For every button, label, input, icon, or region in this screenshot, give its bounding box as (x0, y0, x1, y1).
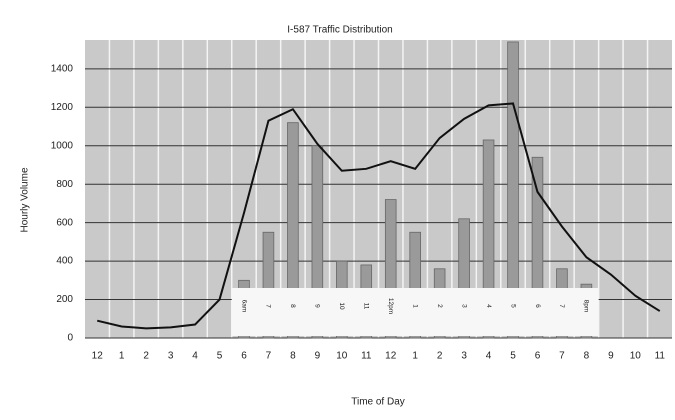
bar-label: 1 (411, 304, 418, 308)
bar-label: 2 (436, 304, 443, 308)
x-tick-label: 9 (315, 351, 321, 362)
x-tick-label: 1 (119, 351, 125, 362)
x-tick-label: 6 (241, 351, 247, 362)
bar-label: 4 (485, 304, 492, 308)
x-tick-label: 4 (486, 351, 492, 362)
bar (262, 231, 275, 339)
chart-title: I-587 Traffic Distribution (287, 25, 392, 36)
x-tick-label: 10 (336, 351, 348, 362)
bar-label: 9 (314, 304, 321, 308)
bar (287, 122, 299, 339)
y-axis-title: Hourly Volume (20, 167, 31, 232)
bar (482, 139, 495, 339)
x-tick-label: 5 (217, 351, 223, 362)
y-tick-label: 600 (56, 217, 73, 228)
bar (311, 145, 324, 339)
y-tick-label: 400 (56, 256, 73, 267)
y-tick-label: 1000 (51, 140, 74, 151)
x-axis-title: Time of Day (351, 397, 405, 408)
bar (409, 231, 421, 339)
bar (507, 41, 519, 339)
bar-label: 12pm (387, 298, 394, 314)
x-tick-label: 12 (385, 351, 397, 362)
x-tick-label: 10 (630, 351, 642, 362)
x-tick-label: 6 (535, 351, 541, 362)
bar-label: 6am (240, 300, 247, 313)
y-tick-label: 1400 (51, 63, 74, 74)
bar-label: 5 (509, 304, 516, 308)
x-tick-label: 11 (655, 351, 666, 362)
bar-label: 10 (338, 302, 345, 310)
bar (531, 156, 544, 339)
label-strip (231, 288, 599, 336)
bar-label: 7 (265, 304, 272, 308)
y-tick-label: 1200 (51, 102, 74, 113)
x-tick-label: 2 (143, 351, 149, 362)
x-tick-label: 9 (608, 351, 614, 362)
y-tick-label: 800 (56, 179, 73, 190)
x-tick-label: 8 (290, 351, 296, 362)
bar-label: 6 (534, 304, 541, 308)
y-tick-label: 0 (67, 333, 73, 344)
bar (384, 199, 397, 339)
x-tick-label: 3 (168, 351, 174, 362)
bar-label: 3 (460, 304, 467, 308)
bar (458, 218, 470, 339)
x-tick-label: 3 (461, 351, 467, 362)
bar-label: 11 (363, 303, 370, 310)
bar-label: 8 (289, 304, 296, 308)
x-tick-label: 7 (559, 351, 565, 362)
x-tick-label: 12 (92, 351, 104, 362)
x-tick-label: 1 (412, 351, 418, 362)
x-tick-label: 5 (510, 351, 516, 362)
x-tick-label: 2 (437, 351, 443, 362)
x-tick-label: 8 (584, 351, 590, 362)
y-tick-label: 200 (56, 294, 73, 305)
bar-label: 8pm (583, 300, 590, 313)
x-tick-label: 7 (266, 351, 272, 362)
x-tick-label: 4 (192, 351, 198, 362)
x-tick-label: 11 (361, 351, 372, 362)
line (96, 102, 661, 330)
bar-label: 7 (558, 304, 565, 308)
